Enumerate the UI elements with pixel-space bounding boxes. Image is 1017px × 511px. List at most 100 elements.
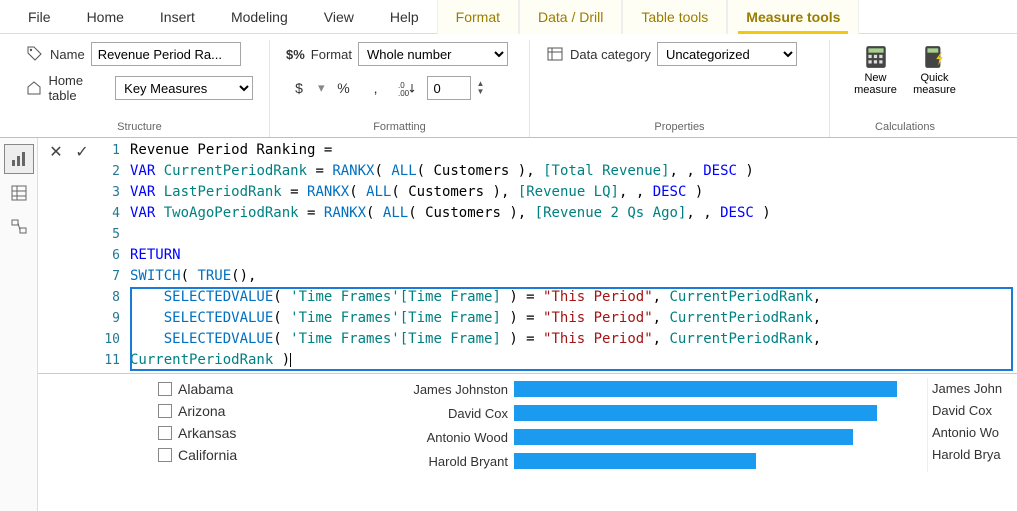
list-item[interactable]: Harold Brya [932, 444, 1017, 466]
group-structure: Name Home table Key Measures Structure [10, 40, 270, 137]
bar-row: David Cox [388, 402, 917, 424]
customer-bar-chart: James Johnston David Cox Antonio Wood Harol… [388, 378, 917, 472]
group-label-properties: Properties [546, 119, 813, 135]
list-item[interactable]: Antonio Wo [932, 422, 1017, 444]
ribbon-tabs: FileHomeInsertModelingViewHelpFormatData… [0, 0, 1017, 34]
group-label-structure: Structure [26, 119, 253, 135]
formula-line[interactable]: 3VAR LastPeriodRank = RANKX( ALL( Custom… [100, 182, 1017, 203]
quick-measure-label: Quick measure [905, 72, 964, 96]
bar-label: James Johnston [388, 382, 508, 397]
group-label-calculations: Calculations [846, 119, 964, 135]
formula-line[interactable]: 8 SELECTEDVALUE( 'Time Frames'[Time Fram… [100, 287, 1017, 308]
group-formatting: $% Format Whole number $ ▾ % , .0.00 ▲▼ … [270, 40, 530, 137]
formula-line[interactable]: 11CurrentPeriodRank ) [100, 350, 1017, 371]
state-label: Arkansas [178, 425, 236, 441]
formula-line[interactable]: 2VAR CurrentPeriodRank = RANKX( ALL( Cus… [100, 161, 1017, 182]
formula-line[interactable]: 4VAR TwoAgoPeriodRank = RANKX( ALL( Cust… [100, 203, 1017, 224]
format-prefix: $% [286, 47, 305, 62]
bar-label: David Cox [388, 406, 508, 421]
currency-button[interactable]: $ [286, 75, 312, 101]
formula-line[interactable]: 1Revenue Period Ranking = [100, 140, 1017, 161]
formula-line[interactable]: 5 [100, 224, 1017, 245]
home-table-label: Home table [48, 73, 109, 103]
tag-icon [26, 45, 44, 63]
formula-editor[interactable]: 1Revenue Period Ranking =2VAR CurrentPer… [100, 138, 1017, 373]
table-icon [10, 184, 28, 202]
formula-line[interactable]: 7SWITCH( TRUE(), [100, 266, 1017, 287]
list-item[interactable]: David Cox [932, 400, 1017, 422]
quick-measure-button[interactable]: Quick measure [905, 40, 964, 96]
svg-text:.00: .00 [398, 89, 410, 96]
home-table-select[interactable]: Key Measures [115, 76, 253, 100]
bar-row: Harold Bryant [388, 450, 917, 472]
view-switcher [0, 138, 38, 511]
calculator-icon [863, 44, 889, 70]
commit-formula-button[interactable]: ✓ [72, 142, 92, 162]
state-label: Arizona [178, 403, 225, 419]
percent-button[interactable]: % [331, 75, 357, 101]
bar-row: James Johnston [388, 378, 917, 400]
main-area: Dy ✕ ✓ 1Revenue Period Ranking =2VAR Cur… [0, 138, 1017, 511]
checkbox[interactable] [158, 448, 172, 462]
thousands-button[interactable]: , [363, 75, 389, 101]
ribbon-tab-help[interactable]: Help [372, 0, 437, 34]
group-calculations: New measure Quick measure Calculations [830, 40, 980, 137]
state-slicer-item[interactable]: Arizona [158, 400, 378, 422]
ribbon-body: Name Home table Key Measures Structure $… [0, 34, 1017, 138]
state-slicer-item[interactable]: California [158, 444, 378, 466]
home-table-icon [26, 79, 42, 97]
bar-label: Antonio Wood [388, 430, 508, 445]
ribbon-tab-measure-tools[interactable]: Measure tools [727, 0, 859, 34]
chart-icon [10, 150, 28, 168]
list-item[interactable]: James John [932, 378, 1017, 400]
quick-calc-icon [922, 44, 948, 70]
measure-name-input[interactable] [91, 42, 241, 66]
canvas: Dy ✕ ✓ 1Revenue Period Ranking =2VAR Cur… [38, 138, 1017, 511]
checkbox[interactable] [158, 382, 172, 396]
state-slicer-item[interactable]: Arkansas [158, 422, 378, 444]
checkbox[interactable] [158, 426, 172, 440]
bar-fill[interactable] [514, 453, 756, 469]
state-slicer: Alabama Arizona Arkansas California [158, 378, 378, 472]
format-label: Format [311, 47, 352, 62]
ribbon-tab-format[interactable]: Format [437, 0, 519, 34]
ribbon-tab-data-drill[interactable]: Data / Drill [519, 0, 622, 34]
formula-line[interactable]: 9 SELECTEDVALUE( 'Time Frames'[Time Fram… [100, 308, 1017, 329]
decimals-stepper[interactable]: ▲▼ [477, 80, 485, 96]
bar-fill[interactable] [514, 405, 877, 421]
state-label: Alabama [178, 381, 233, 397]
checkbox[interactable] [158, 404, 172, 418]
group-properties: Data category Uncategorized Properties [530, 40, 830, 137]
category-icon [546, 45, 564, 63]
bar-row: Antonio Wood [388, 426, 917, 448]
data-category-label: Data category [570, 47, 651, 62]
bar-label: Harold Bryant [388, 454, 508, 469]
ribbon-tab-view[interactable]: View [306, 0, 372, 34]
ribbon-tab-table-tools[interactable]: Table tools [622, 0, 727, 34]
formula-bar: ✕ ✓ 1Revenue Period Ranking =2VAR Curren… [38, 138, 1017, 374]
ribbon-tab-home[interactable]: Home [69, 0, 142, 34]
decimals-input[interactable] [427, 76, 471, 100]
data-category-select[interactable]: Uncategorized [657, 42, 797, 66]
bar-fill[interactable] [514, 381, 897, 397]
bar-fill[interactable] [514, 429, 853, 445]
ribbon-tab-insert[interactable]: Insert [142, 0, 213, 34]
formula-line[interactable]: 6RETURN [100, 245, 1017, 266]
ribbon-tab-modeling[interactable]: Modeling [213, 0, 306, 34]
model-view-button[interactable] [4, 212, 34, 242]
decimals-icon: .0.00 [395, 75, 421, 101]
state-slicer-item[interactable]: Alabama [158, 378, 378, 400]
format-select[interactable]: Whole number [358, 42, 508, 66]
formula-line[interactable]: 10 SELECTEDVALUE( 'Time Frames'[Time Fra… [100, 329, 1017, 350]
report-view-button[interactable] [4, 144, 34, 174]
new-measure-button[interactable]: New measure [846, 40, 905, 96]
ribbon-tab-file[interactable]: File [10, 0, 69, 34]
report-body: Alabama Arizona Arkansas California James J… [38, 374, 1017, 472]
cancel-formula-button[interactable]: ✕ [46, 142, 66, 162]
state-label: California [178, 447, 237, 463]
group-label-formatting: Formatting [286, 119, 513, 135]
data-view-button[interactable] [4, 178, 34, 208]
model-icon [10, 218, 28, 236]
name-label: Name [50, 47, 85, 62]
name-side-list: James JohnDavid CoxAntonio WoHarold Brya [927, 378, 1017, 472]
